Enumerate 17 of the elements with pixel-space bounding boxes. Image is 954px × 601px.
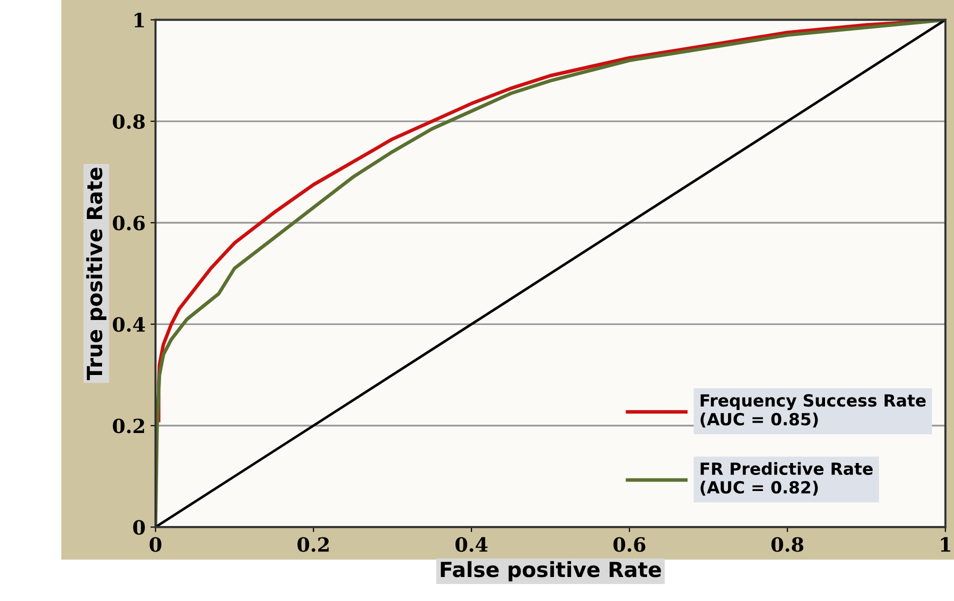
line-series <box>156 20 946 528</box>
y-tick-label: 0.8 <box>112 114 145 129</box>
y-tick-label: 0.4 <box>112 317 145 332</box>
y-tick-label: 0.2 <box>112 418 144 434</box>
x-tick-label: 1 <box>941 537 950 552</box>
y-tick-label: 1 <box>134 12 144 28</box>
legend-label: Frequency Success Rate (AUC = 0.85) <box>700 394 926 428</box>
x-tick-label: 0.8 <box>771 537 804 552</box>
x-axis-title: False positive Rate <box>440 561 661 582</box>
y-tick-label: 0.6 <box>112 216 145 230</box>
x-tick-label: 0 <box>150 537 162 552</box>
x-tick-label: 0.2 <box>297 537 329 552</box>
y-tick-label: 0 <box>133 520 145 535</box>
x-tick-label: 0.4 <box>455 537 488 552</box>
legend-label: FR Predictive Rate (AUC = 0.82) <box>700 462 873 496</box>
x-tick-label: 0.6 <box>613 537 646 552</box>
y-axis-title: True positive Rate <box>86 168 106 380</box>
